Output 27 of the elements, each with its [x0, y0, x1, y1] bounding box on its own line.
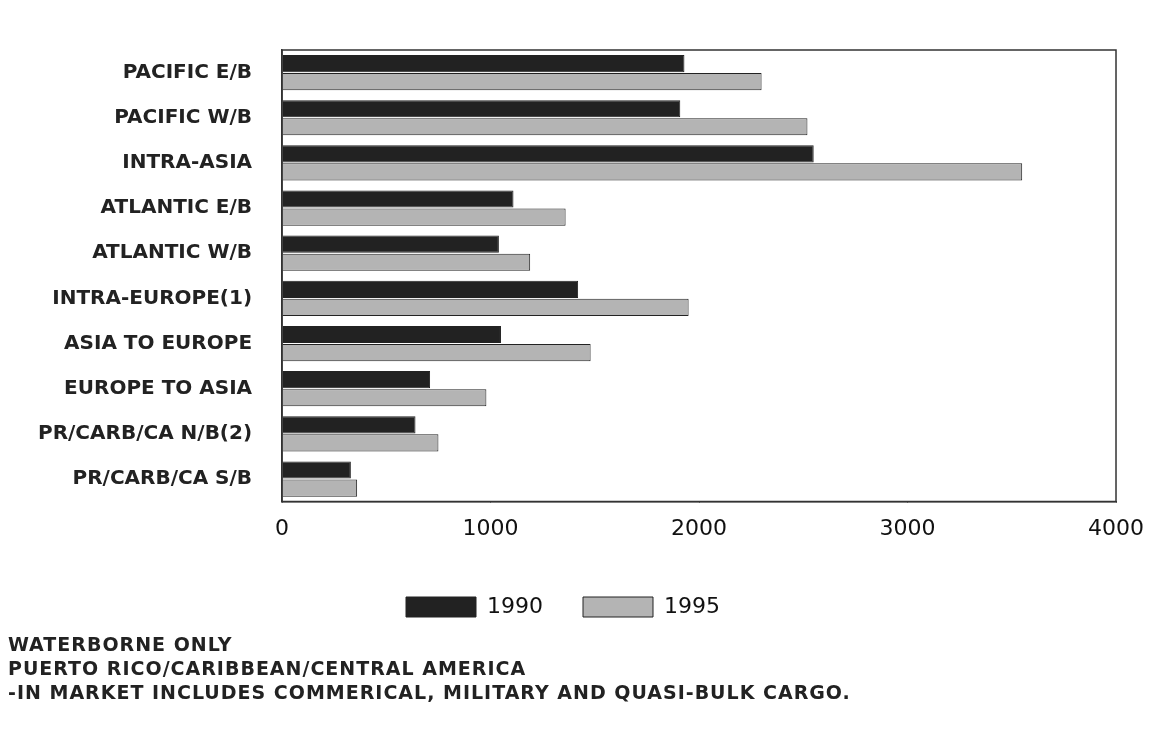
legend-label: 1995 — [664, 592, 720, 618]
bar — [282, 190, 514, 208]
bar — [282, 371, 431, 389]
text: PUERTO RICO/CARIBBEAN/CENTRAL AMERICA — [8, 656, 528, 680]
y-tick-label: PR/CARB/CA S/B — [72, 465, 253, 490]
y-tick-label: PACIFIC E/B — [122, 58, 253, 83]
x-tick-label: 2000 — [671, 514, 728, 540]
bar — [282, 461, 351, 479]
bar — [282, 100, 681, 118]
bar — [282, 416, 416, 434]
x-tick-label: 4000 — [1088, 514, 1145, 540]
text: -IN MARKET INCLUDES COMMERICAL, MILITARY AND QUASI-BULK CARGO. — [8, 680, 852, 704]
y-tick-label: INTRA-EUROPE(1) — [52, 284, 253, 309]
bar — [282, 145, 814, 163]
y-tick-label: EUROPE TO ASIA — [64, 374, 253, 399]
x-tick-label: 0 — [275, 514, 290, 540]
x-tick-label: 3000 — [879, 514, 936, 540]
x-tick-label: 1000 — [462, 514, 519, 540]
y-tick-label: PR/CARB/CA N/B(2) — [37, 420, 253, 445]
y-tick-label: ATLANTIC W/B — [92, 239, 253, 264]
y-tick-label: ASIA TO EUROPE — [64, 329, 253, 354]
legend-label: 1990 — [487, 592, 544, 618]
y-tick-label: PACIFIC W/B — [114, 103, 253, 128]
text: WATERBORNE ONLY — [8, 632, 234, 656]
y-tick-label: ATLANTIC E/B — [100, 194, 253, 219]
bar — [282, 235, 499, 253]
y-tick-label: INTRA-ASIA — [122, 149, 253, 174]
